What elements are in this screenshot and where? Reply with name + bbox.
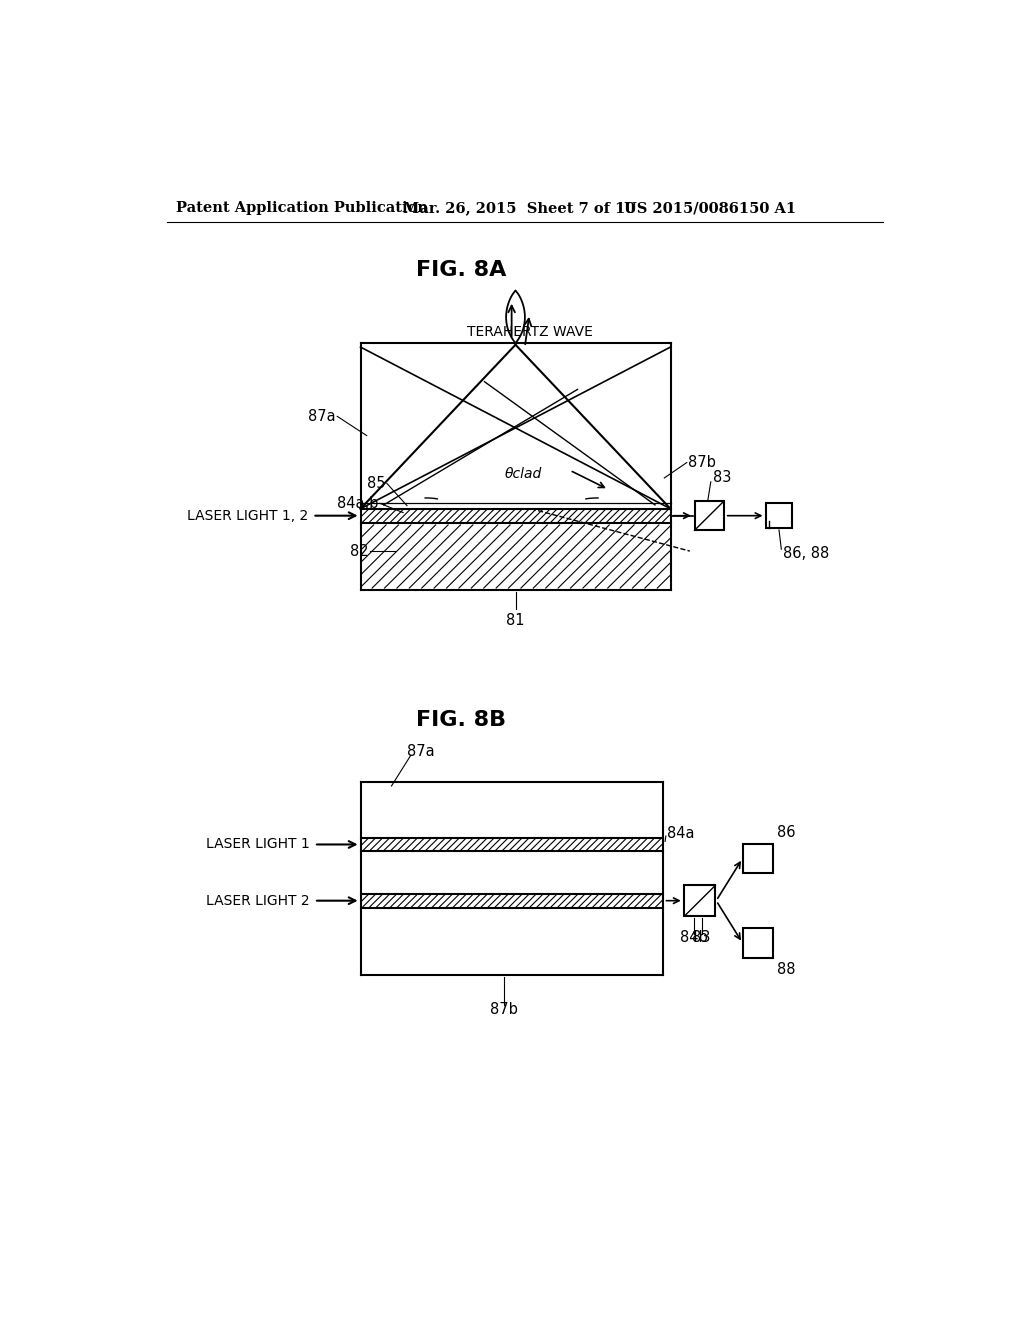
Text: LASER LIGHT 1, 2: LASER LIGHT 1, 2 (186, 508, 308, 523)
Text: 82: 82 (349, 544, 369, 558)
Text: 85: 85 (367, 475, 385, 491)
Text: 86: 86 (776, 825, 796, 840)
Text: 83: 83 (713, 470, 731, 486)
Text: 87a: 87a (407, 743, 434, 759)
Text: 81: 81 (506, 612, 524, 628)
Text: 86, 88: 86, 88 (783, 545, 829, 561)
Text: 87b: 87b (688, 455, 716, 470)
Text: 87b: 87b (489, 1002, 518, 1016)
Bar (694, 502, 724, 531)
Text: 87a: 87a (308, 409, 336, 424)
Text: TERAHERTZ WAVE: TERAHERTZ WAVE (467, 325, 593, 339)
Text: LASER LIGHT 2: LASER LIGHT 2 (207, 894, 310, 908)
Bar (743, 928, 773, 958)
Bar (684, 886, 716, 916)
Bar (766, 503, 792, 528)
Text: θclad: θclad (505, 467, 542, 480)
Text: Patent Application Publication: Patent Application Publication (176, 202, 428, 215)
Text: US 2015/0086150 A1: US 2015/0086150 A1 (624, 202, 796, 215)
Text: 84a: 84a (667, 826, 694, 841)
Text: 84b: 84b (680, 931, 708, 945)
Text: LASER LIGHT 1: LASER LIGHT 1 (207, 837, 310, 851)
Bar (743, 843, 773, 873)
Text: 88: 88 (776, 962, 796, 977)
Text: 83: 83 (692, 931, 711, 945)
Text: FIG. 8A: FIG. 8A (416, 260, 507, 280)
Text: Mar. 26, 2015  Sheet 7 of 10: Mar. 26, 2015 Sheet 7 of 10 (403, 202, 636, 215)
Text: 84a,b: 84a,b (337, 496, 378, 511)
Text: FIG. 8B: FIG. 8B (416, 710, 506, 730)
